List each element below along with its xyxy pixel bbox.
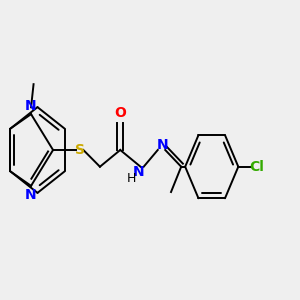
Text: Cl: Cl xyxy=(249,160,264,174)
Text: N: N xyxy=(25,99,36,113)
Text: H: H xyxy=(127,172,136,185)
Text: N: N xyxy=(133,165,145,179)
Text: S: S xyxy=(75,143,85,157)
Text: N: N xyxy=(157,138,169,152)
Text: O: O xyxy=(114,106,126,120)
Text: N: N xyxy=(25,188,36,202)
